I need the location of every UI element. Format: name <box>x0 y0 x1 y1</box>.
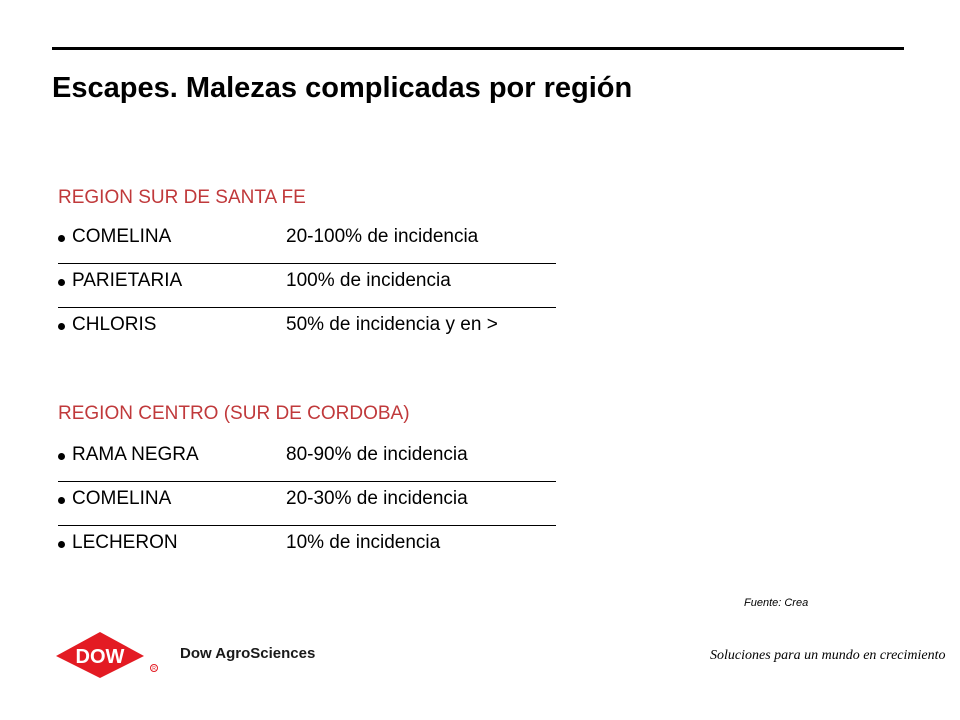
incidence-value: 100% de incidencia <box>286 270 451 291</box>
incidence-value: 20-100% de incidencia <box>286 226 479 247</box>
weed-name: CHLORIS <box>72 314 157 335</box>
source-note: Fuente: Crea <box>744 597 809 609</box>
bullet-icon <box>58 235 65 242</box>
bullet-icon <box>58 323 65 330</box>
bullet-icon <box>58 541 65 548</box>
incidence-value: 50% de incidencia y en > <box>286 314 498 335</box>
slogan: Soluciones para un mundo en crecimiento <box>710 648 946 663</box>
weed-name: RAMA NEGRA <box>72 444 199 465</box>
logo-text: DOW <box>76 646 125 668</box>
region-title-santa-fe: REGION SUR DE SANTA FE <box>58 187 306 208</box>
top-rule <box>52 47 904 50</box>
company-name: Dow AgroSciences <box>180 645 316 662</box>
slide-title: Escapes. Malezas complicadas por región <box>52 72 633 104</box>
bullet-icon <box>58 453 65 460</box>
list-item: RAMA NEGRA 80-90% de incidencia <box>58 437 556 482</box>
incidence-value: 10% de incidencia <box>286 532 441 553</box>
list-item: PARIETARIA 100% de incidencia <box>58 263 556 308</box>
list-item: LECHERON 10% de incidencia <box>58 525 556 569</box>
incidence-value: 20-30% de incidencia <box>286 488 468 509</box>
weed-name: PARIETARIA <box>72 270 183 291</box>
list-item: COMELINA 20-30% de incidencia <box>58 481 556 526</box>
dow-logo-icon: DOW R <box>56 632 158 678</box>
weed-name: COMELINA <box>72 488 172 509</box>
weed-name: COMELINA <box>72 226 172 247</box>
incidence-value: 80-90% de incidencia <box>286 444 468 465</box>
svg-text:R: R <box>152 666 156 672</box>
weed-name: LECHERON <box>72 532 178 553</box>
list-item: CHLORIS 50% de incidencia y en > <box>58 307 556 351</box>
bullet-icon <box>58 279 65 286</box>
bullet-icon <box>58 497 65 504</box>
list-item: COMELINA 20-100% de incidencia <box>58 219 556 264</box>
region-title-cordoba: REGION CENTRO (SUR DE CORDOBA) <box>58 403 410 424</box>
